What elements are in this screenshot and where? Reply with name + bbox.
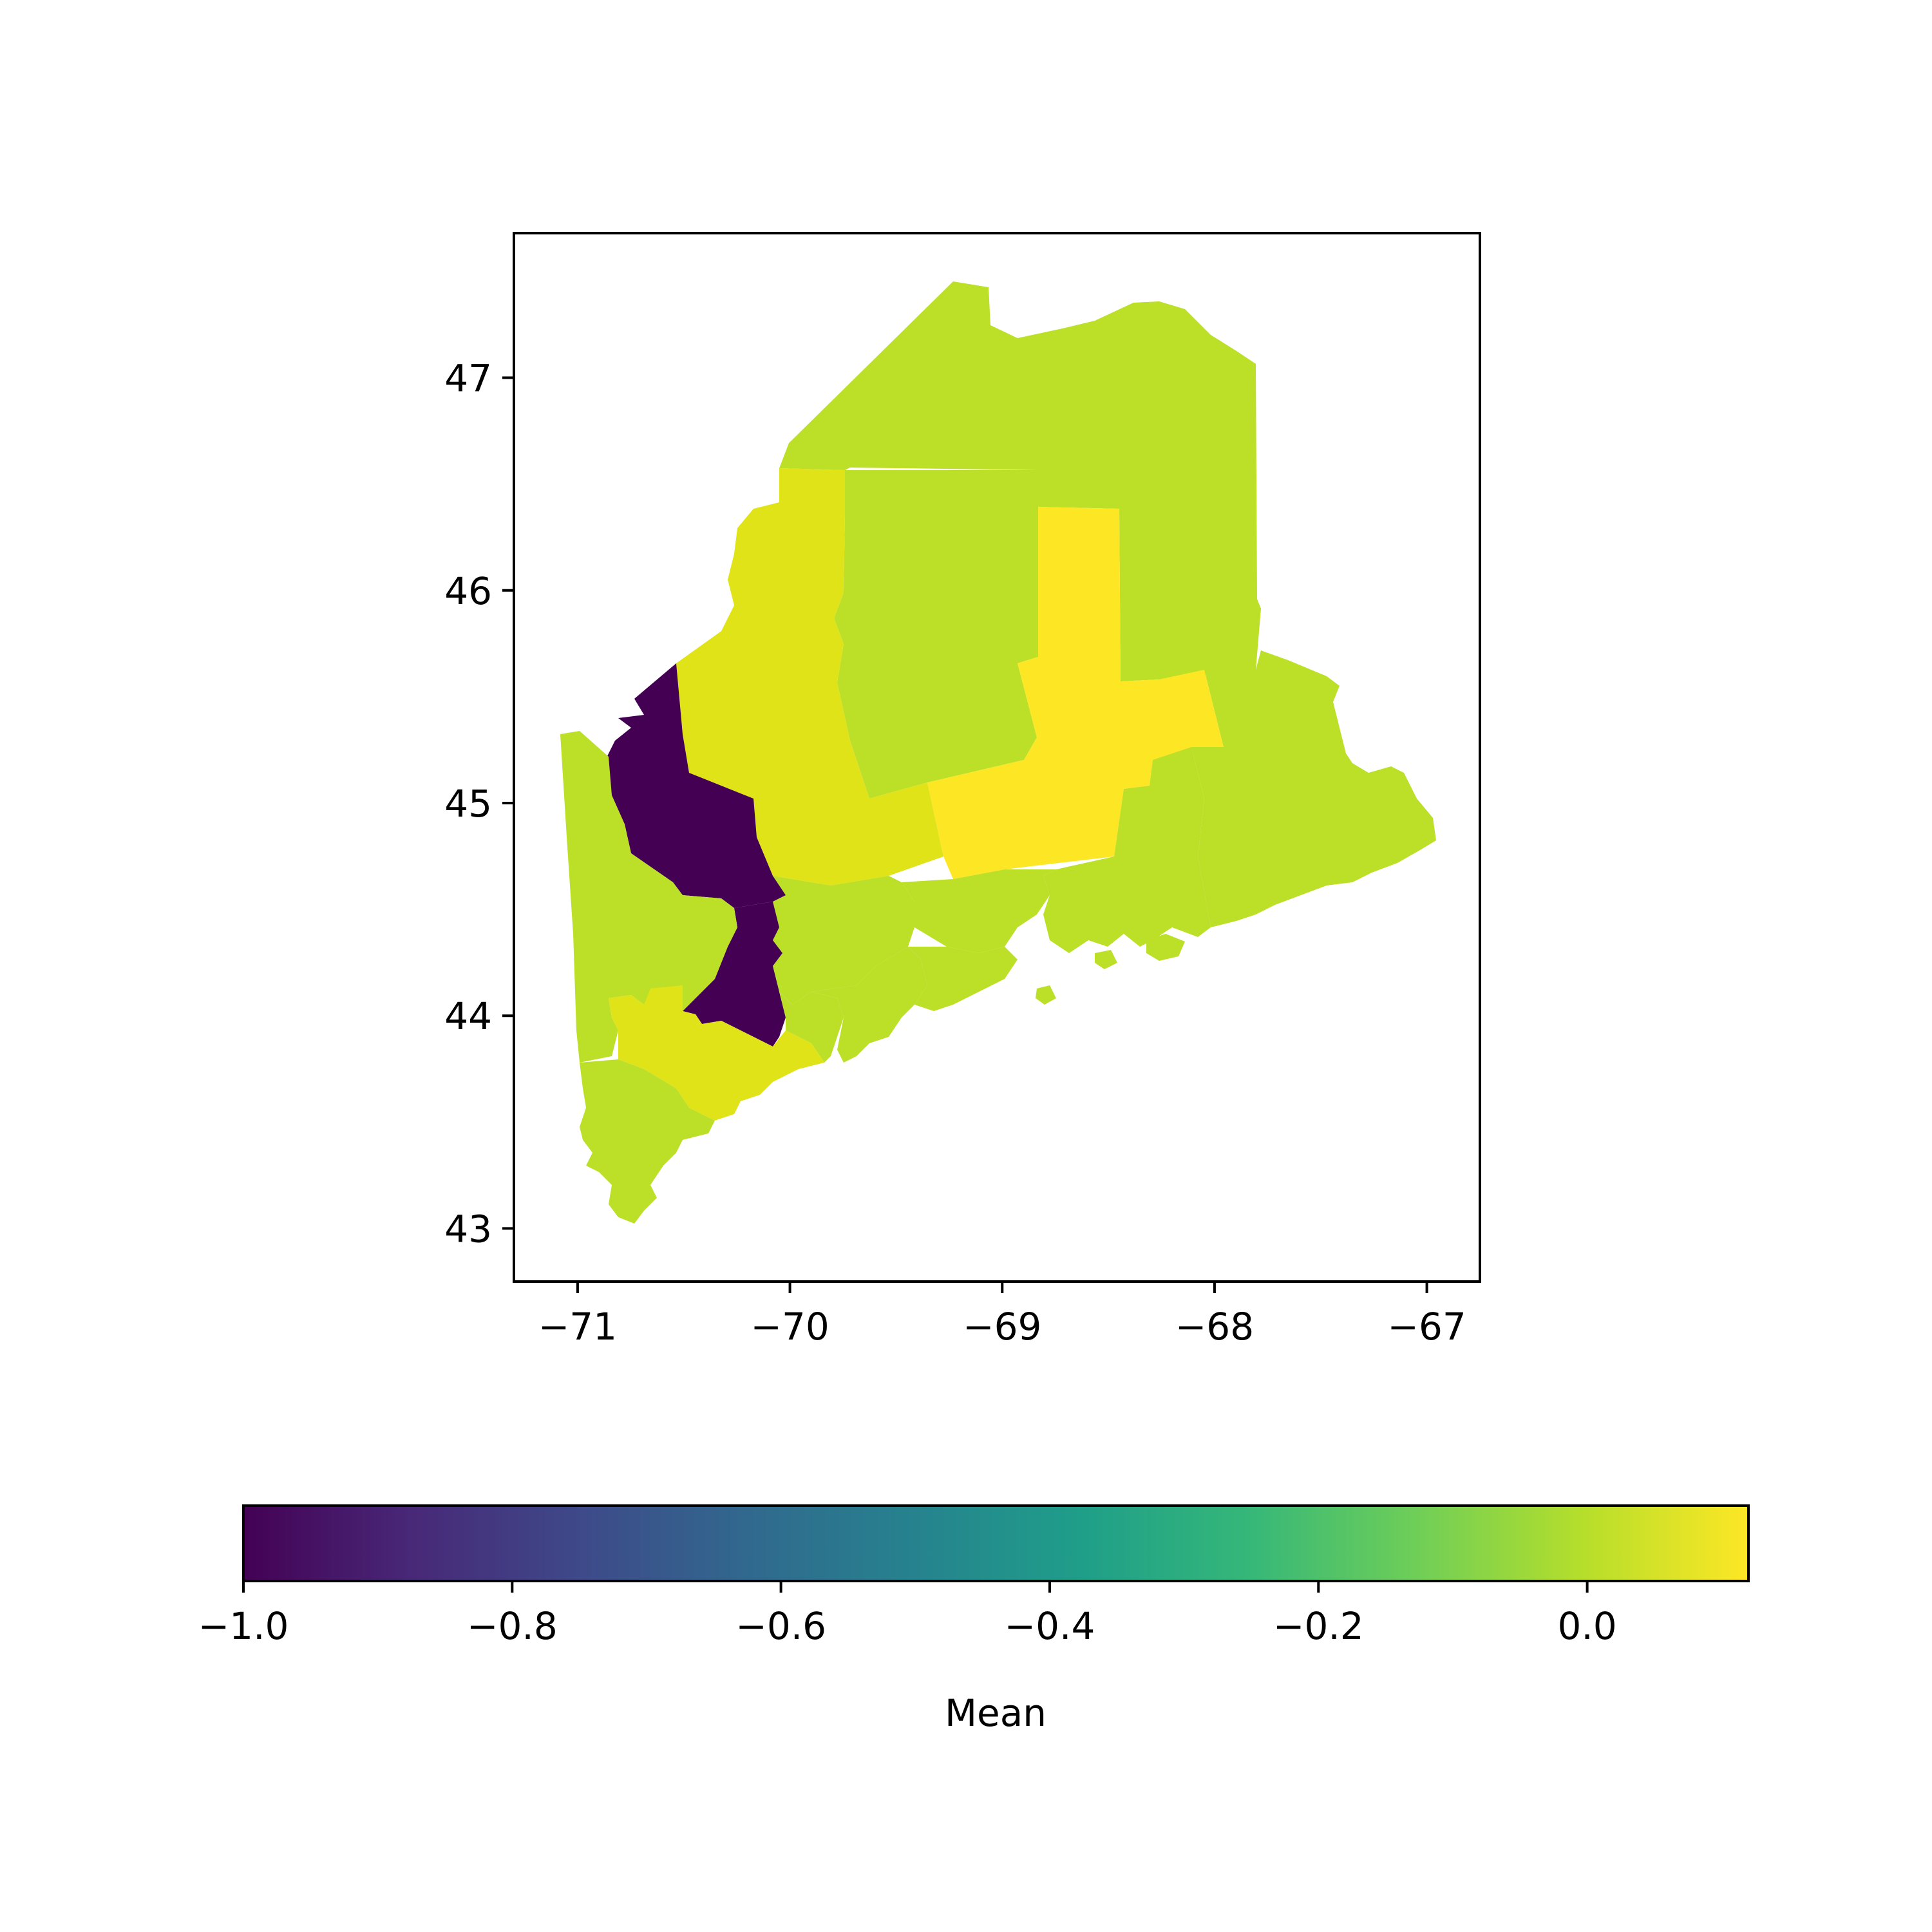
map-frame [513,232,1481,1283]
county-knox [908,947,1018,1011]
county-waldo [902,869,1056,953]
county-sagadahoc [779,992,844,1063]
county-york [580,1059,715,1224]
colorbar-gradient [243,1506,1748,1581]
county-androscoggin [683,902,786,1046]
map-regions [560,281,1436,1224]
colorbar-tick-label: −0.8 [467,1604,558,1648]
map-x-axis: −71 −70 −69 −68 −67 [538,1282,1466,1349]
county-lincoln [811,947,927,1063]
county-hancock [1043,747,1211,953]
x-tick-label: −68 [1175,1305,1254,1349]
map-y-axis: 47 46 45 44 43 [444,357,514,1251]
y-tick-label: 44 [444,994,492,1038]
y-tick-label: 43 [444,1207,492,1251]
colorbar-tick-label: 0.0 [1557,1604,1616,1648]
colorbar-tick-label: −1.0 [198,1604,289,1648]
x-tick-label: −67 [1387,1305,1466,1349]
county-oxford [560,731,737,1063]
county-washington [1191,650,1436,927]
colorbar-ticks: −1.0 −0.8 −0.6 −0.4 −0.2 0.0 [198,1581,1617,1648]
colorbar-label: Mean [945,1691,1046,1735]
colorbar-frame [242,1504,1750,1582]
x-tick-label: −71 [538,1305,617,1349]
island-mount-desert [1146,934,1185,961]
y-tick-label: 47 [444,357,492,401]
colorbar-tick-label: −0.4 [1005,1604,1095,1648]
county-penobscot [927,507,1224,879]
y-tick-label: 46 [444,569,492,613]
colorbar: −1.0 −0.8 −0.6 −0.4 −0.2 0.0 Mean [198,1504,1750,1735]
x-tick-label: −70 [750,1305,829,1349]
island-deer-isle [1095,950,1117,969]
county-piscataquis [834,470,1038,799]
county-kennebec [773,876,914,1005]
county-franklin [605,663,786,908]
colorbar-tick-label: −0.2 [1273,1604,1364,1648]
y-tick-label: 45 [444,782,492,826]
island-vinalhaven [1036,985,1056,1005]
x-tick-label: −69 [963,1305,1041,1349]
map-axes: −71 −70 −69 −68 −67 47 46 45 44 43 [444,232,1481,1349]
county-cumberland [609,985,824,1121]
colorbar-tick-label: −0.6 [735,1604,826,1648]
county-aroostook [779,281,1261,681]
county-somerset [676,468,943,886]
